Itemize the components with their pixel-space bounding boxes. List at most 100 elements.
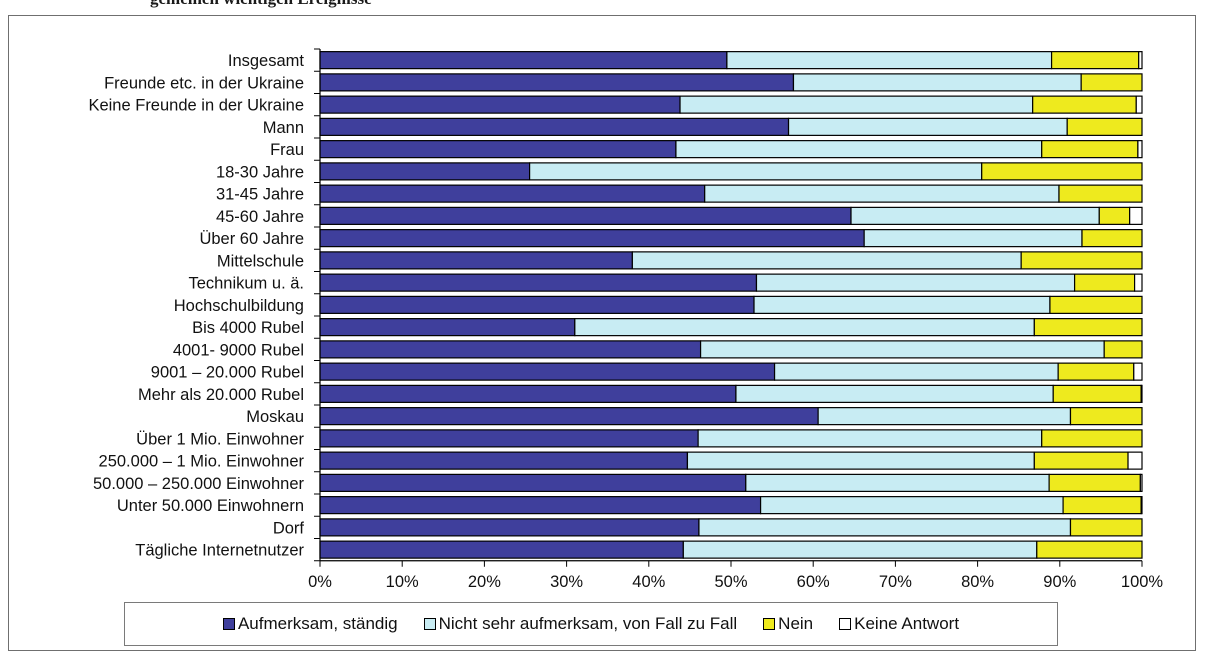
legend-item-nein: Nein — [763, 614, 813, 634]
bar-segment-nein — [1066, 117, 1143, 136]
x-tick-label: 100% — [1121, 573, 1164, 591]
x-tick-label: 40% — [632, 573, 665, 591]
category-label: Mann — [263, 119, 304, 137]
x-tick-label: 80% — [961, 573, 994, 591]
x-tick-label: 70% — [879, 573, 912, 591]
bar-segment-aufmerksam — [319, 73, 795, 92]
bar-segment-aufmerksam — [319, 384, 737, 403]
bar-segment-keine-antwort — [1137, 140, 1143, 159]
bar-segment-aufmerksam — [319, 95, 681, 114]
category-label: Unter 50.000 Einwohnern — [117, 497, 304, 515]
bar-segment-aufmerksam — [319, 162, 531, 181]
bar-segment-aufmerksam — [319, 496, 762, 515]
bar-segment-nein — [1057, 362, 1135, 381]
bar-segment-nein — [1103, 340, 1143, 359]
bar-segment-keine-antwort — [1127, 451, 1143, 470]
legend-item-nicht-sehr-aufmerksam: Nicht sehr aufmerksam, von Fall zu Fall — [423, 614, 738, 634]
x-tick-label: 60% — [797, 573, 830, 591]
bar-segment-nein — [1033, 451, 1129, 470]
bar-segment-keine-antwort — [1140, 384, 1143, 403]
bar-segment-nicht-sehr — [792, 73, 1082, 92]
bar-segment-aufmerksam — [319, 295, 755, 314]
bar-segment-nicht-sehr — [698, 518, 1072, 537]
category-label: 45-60 Jahre — [216, 208, 304, 226]
bar-segment-aufmerksam — [319, 251, 633, 270]
x-tick-label: 0% — [308, 573, 332, 591]
bar-segment-nein — [1069, 407, 1143, 426]
legend-label: Aufmerksam, ständig — [237, 614, 398, 633]
bar-segment-nein — [1080, 73, 1143, 92]
bar-segment-nein — [1050, 51, 1140, 70]
bar-segment-aufmerksam — [319, 318, 576, 337]
bar-segment-aufmerksam — [319, 273, 758, 292]
category-label: Moskau — [246, 408, 304, 426]
category-label: 18-30 Jahre — [216, 163, 304, 181]
category-label: Keine Freunde in der Ukraine — [88, 97, 304, 115]
bar-segment-nein — [1073, 273, 1136, 292]
legend-label: Nicht sehr aufmerksam, von Fall zu Fall — [438, 614, 738, 633]
bar-segment-nein — [1048, 473, 1141, 492]
x-tick-label: 30% — [550, 573, 583, 591]
category-label: 31-45 Jahre — [216, 186, 304, 204]
bar-segment-aufmerksam — [319, 451, 689, 470]
bar-segment-nicht-sehr — [787, 117, 1068, 136]
legend-swatch — [763, 618, 776, 630]
bar-segment-nicht-sehr — [704, 184, 1060, 203]
bar-segment-nicht-sehr — [574, 318, 1035, 337]
bar-segment-nein — [1062, 496, 1142, 515]
bar-segment-keine-antwort — [1133, 273, 1143, 292]
category-label: Frau — [270, 141, 304, 159]
bar-segment-nicht-sehr — [675, 140, 1043, 159]
bar-segment-nicht-sehr — [745, 473, 1050, 492]
bar-segment-nicht-sehr — [773, 362, 1059, 381]
bar-segment-nein — [1058, 184, 1143, 203]
bar-segment-aufmerksam — [319, 362, 776, 381]
bar-segment-nicht-sehr — [697, 429, 1043, 448]
category-label: Mehr als 20.000 Rubel — [138, 386, 304, 404]
bar-segment-nicht-sehr — [755, 273, 1076, 292]
bar-segment-nein — [1098, 206, 1131, 225]
category-label: Mittelschule — [217, 252, 304, 270]
bar-segment-aufmerksam — [319, 518, 700, 537]
bar-segment-nein — [1069, 518, 1143, 537]
bar-segment-nein — [1032, 95, 1137, 114]
bar-segment-nicht-sehr — [679, 95, 1034, 114]
category-label: Freunde etc. in der Ukraine — [104, 74, 304, 92]
bar-segment-aufmerksam — [319, 140, 677, 159]
bar-segment-nicht-sehr — [682, 540, 1038, 559]
bar-segment-aufmerksam — [319, 117, 790, 136]
bar-segment-aufmerksam — [319, 206, 852, 225]
category-label: Hochschulbildung — [174, 297, 304, 315]
bar-segment-aufmerksam — [319, 407, 819, 426]
bar-segment-nein — [1020, 251, 1143, 270]
bar-segment-aufmerksam — [319, 229, 865, 248]
bar-segment-nicht-sehr — [631, 251, 1022, 270]
bar-segment-nicht-sehr — [759, 496, 1064, 515]
legend-label: Keine Antwort — [854, 614, 960, 633]
bar-segment-aufmerksam — [319, 429, 699, 448]
bar-segment-keine-antwort — [1133, 362, 1143, 381]
category-label: Dorf — [273, 519, 305, 537]
bar-segment-nicht-sehr — [529, 162, 983, 181]
category-label: Technikum u. ä. — [188, 275, 304, 293]
bar-segment-nein — [1052, 384, 1142, 403]
bar-segment-keine-antwort — [1140, 496, 1143, 515]
x-tick-label: 20% — [468, 573, 501, 591]
x-tick-label: 50% — [714, 573, 747, 591]
bar-segment-nein — [1049, 295, 1143, 314]
bar-segment-aufmerksam — [319, 540, 684, 559]
bar-segment-nicht-sehr — [699, 340, 1105, 359]
category-label: Über 60 Jahre — [199, 230, 304, 248]
legend-swatch — [839, 618, 852, 630]
bar-segment-nein — [1033, 318, 1143, 337]
bar-segment-nicht-sehr — [753, 295, 1051, 314]
legend-swatch — [423, 618, 436, 630]
category-label: Über 1 Mio. Einwohner — [136, 430, 304, 448]
bar-segment-nicht-sehr — [850, 206, 1100, 225]
category-label: 9001 – 20.000 Rubel — [151, 364, 304, 382]
bar-segment-keine-antwort — [1138, 51, 1143, 70]
bar-segment-aufmerksam — [319, 51, 728, 70]
bar-segment-nicht-sehr — [726, 51, 1053, 70]
category-label: Insgesamt — [228, 52, 305, 70]
